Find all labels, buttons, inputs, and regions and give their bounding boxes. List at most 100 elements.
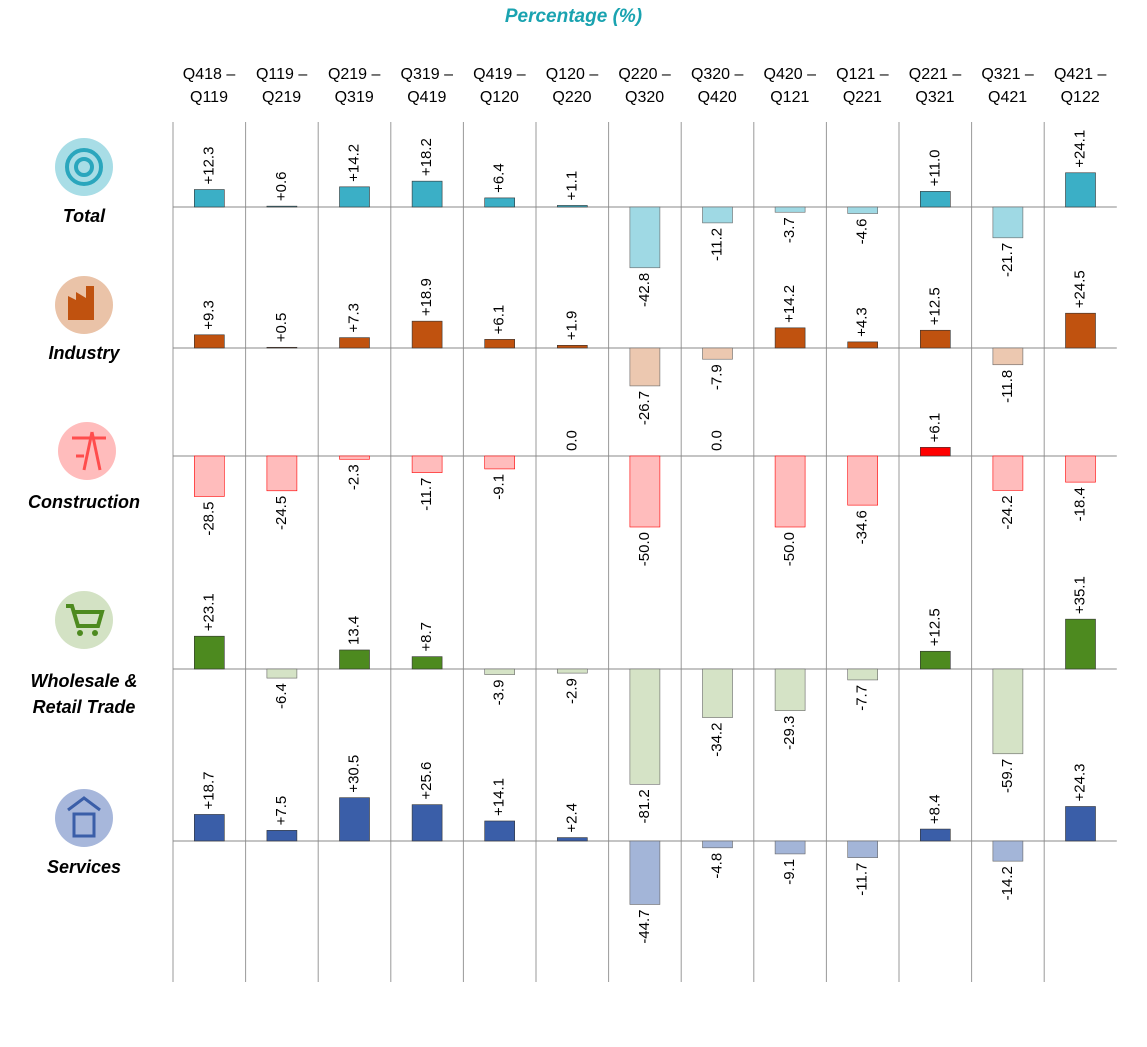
value-label: +7.3 — [345, 303, 362, 333]
bar — [992, 455, 1024, 491]
value-label: +14.1 — [491, 778, 508, 816]
bar — [847, 206, 879, 214]
bar — [774, 840, 806, 855]
value-label: -14.2 — [999, 866, 1016, 900]
icon-construction — [72, 431, 106, 471]
value-label: +1.9 — [563, 311, 580, 341]
value-label: -9.1 — [491, 474, 508, 500]
value-label: -7.7 — [854, 685, 871, 711]
bar — [702, 206, 733, 224]
value-label: -44.7 — [636, 909, 653, 943]
bar — [629, 668, 661, 785]
value-label: +14.2 — [781, 285, 798, 323]
bar — [919, 650, 951, 670]
value-label: +6.4 — [491, 163, 508, 193]
value-label: -34.2 — [708, 723, 725, 757]
bar — [847, 668, 879, 681]
bar — [702, 347, 733, 360]
x-tick-label: Q220 – Q320 — [618, 66, 671, 106]
bar — [194, 455, 225, 497]
x-tick-label: Q219 – Q319 — [327, 66, 381, 106]
bar — [194, 814, 225, 842]
value-label: +14.2 — [345, 144, 362, 182]
value-label: -11.8 — [999, 370, 1016, 403]
value-label: +18.7 — [200, 771, 217, 809]
bar — [919, 828, 951, 842]
bar — [629, 206, 661, 269]
value-label: -11.2 — [708, 228, 725, 261]
bar — [266, 205, 298, 208]
value-label: -18.4 — [1071, 487, 1088, 521]
bar — [919, 191, 951, 208]
icon-wholesale — [66, 604, 105, 628]
value-label: -34.6 — [854, 510, 871, 544]
value-label: -50.0 — [636, 532, 653, 566]
bar — [629, 455, 661, 528]
value-label: +35.1 — [1071, 576, 1088, 614]
x-tick-label: Q120 – Q220 — [545, 66, 599, 106]
value-label: +12.5 — [926, 287, 943, 325]
chart-title: Percentage (%) — [504, 6, 643, 27]
value-label: +7.5 — [273, 796, 290, 826]
bar — [339, 337, 370, 349]
bar — [847, 341, 879, 349]
value-label: -28.5 — [200, 501, 217, 535]
bar — [919, 447, 951, 457]
bar — [774, 206, 806, 213]
value-label: +2.4 — [563, 803, 580, 833]
legend-label: Industry — [48, 343, 120, 363]
value-label: 13.4 — [345, 616, 362, 645]
bar — [702, 840, 733, 849]
x-tick-label: Q321 – Q421 — [981, 66, 1034, 106]
value-label: -24.5 — [273, 496, 290, 530]
value-label: +1.1 — [563, 171, 580, 201]
value-label: +12.5 — [926, 608, 943, 646]
value-label: +18.9 — [418, 278, 435, 316]
icon-services — [55, 789, 113, 847]
x-tick-label: Q420 – Q121 — [763, 66, 817, 106]
bar — [411, 656, 443, 670]
value-label: -42.8 — [636, 273, 653, 307]
value-label: -4.6 — [854, 219, 871, 245]
value-label: +23.1 — [200, 593, 217, 631]
bar — [556, 668, 588, 674]
value-label: -24.2 — [999, 495, 1016, 529]
bar — [411, 804, 443, 842]
bar — [484, 455, 516, 470]
value-label: -9.1 — [781, 859, 798, 885]
value-label: +4.3 — [854, 307, 871, 337]
bar — [1065, 618, 1096, 670]
x-tick-label: Q320 – Q420 — [690, 66, 744, 106]
bar — [194, 189, 225, 208]
bar — [1065, 172, 1096, 208]
value-label: +18.2 — [418, 138, 435, 176]
bar — [992, 840, 1024, 862]
bar — [266, 346, 298, 349]
value-label: +9.3 — [200, 300, 217, 330]
value-label: +25.6 — [418, 762, 435, 800]
value-label: -21.7 — [999, 243, 1016, 277]
bar — [484, 668, 516, 675]
bar — [702, 668, 733, 718]
bar — [194, 635, 225, 670]
bar — [1065, 806, 1096, 842]
value-label: +24.3 — [1071, 764, 1088, 802]
x-tick-label: Q121 – Q221 — [836, 66, 889, 106]
bar — [556, 837, 588, 842]
bar — [919, 329, 951, 349]
bar — [411, 180, 443, 208]
x-tick-label: Q418 – Q119 — [182, 66, 236, 106]
bar — [411, 320, 443, 349]
bar — [484, 339, 516, 349]
legend-label: Construction — [28, 492, 140, 512]
value-label: +24.1 — [1071, 130, 1088, 168]
bar — [339, 797, 370, 842]
value-label: +0.5 — [273, 313, 290, 343]
value-label: +8.4 — [926, 794, 943, 824]
value-label: +30.5 — [345, 755, 362, 793]
bar — [774, 455, 806, 528]
value-label: -50.0 — [781, 532, 798, 566]
x-tick-label: Q221 – Q321 — [908, 66, 962, 106]
